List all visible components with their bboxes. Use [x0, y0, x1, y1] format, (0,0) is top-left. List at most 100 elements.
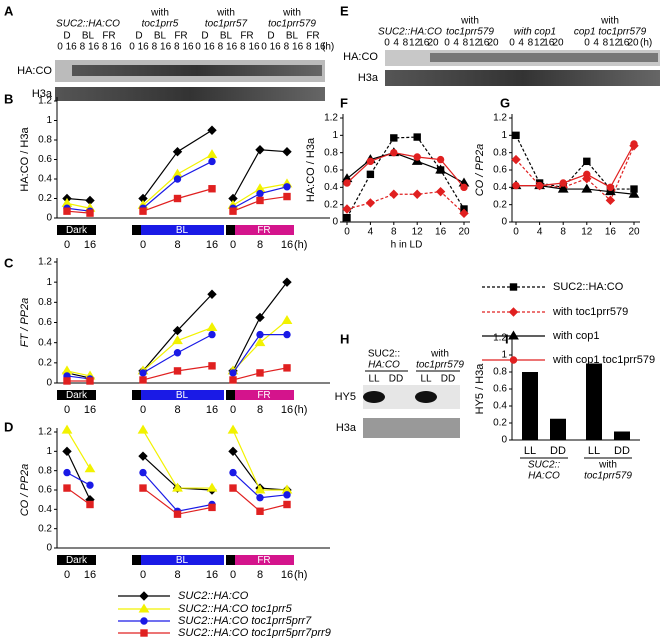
marker — [208, 503, 216, 512]
x-tick-label: 8 — [174, 404, 180, 416]
y-axis-label: HA:CO / H3a — [19, 127, 31, 192]
x-tick-label: 16 — [281, 239, 293, 251]
marker — [413, 133, 421, 141]
y-tick-label: 0.2 — [493, 418, 507, 429]
marker — [208, 330, 216, 339]
y-tick-label: 0.2 — [324, 199, 338, 210]
marker — [256, 196, 264, 205]
condition-label: Dark — [66, 390, 88, 401]
genotype-label: SUC2::HA:CO — [56, 19, 120, 30]
lane-label: 16 — [160, 42, 172, 53]
bar — [522, 372, 538, 440]
panel-label: E — [340, 3, 349, 18]
x-tick-label: 12 — [581, 227, 593, 238]
lane-label: 20 — [552, 38, 564, 49]
group-label: with — [598, 460, 617, 471]
genotype-label: with — [600, 16, 619, 27]
y-tick-label: 0.8 — [38, 135, 52, 146]
marker — [256, 369, 264, 377]
x-axis-label: h in LD — [391, 240, 423, 251]
series-line — [66, 207, 91, 212]
marker — [283, 491, 291, 499]
marker — [509, 356, 518, 364]
y-tick-label: 0.4 — [493, 182, 507, 193]
marker — [628, 188, 640, 198]
x-tick-label: 0 — [64, 404, 70, 416]
genotype-label: with — [460, 16, 479, 27]
genotype-label: toc1prr579 — [416, 360, 464, 371]
y-tick-label: 0.8 — [493, 367, 507, 378]
lane-group-label: FR — [102, 31, 115, 42]
panel-label: D — [4, 419, 13, 434]
lane-label: 0 — [129, 42, 135, 53]
bar — [614, 431, 630, 440]
x-tick-label: 20 — [628, 227, 640, 238]
row-label: HA:CO — [17, 65, 52, 77]
marker — [511, 154, 521, 165]
condition-label: FR — [257, 390, 270, 401]
series-line — [66, 210, 91, 214]
y-tick-label: 1.2 — [38, 96, 52, 107]
lane-label: 8 — [603, 38, 609, 49]
series-line — [346, 136, 465, 218]
marker — [436, 155, 445, 164]
marker — [390, 134, 398, 142]
genotype-label: cop1 toc1prr579 — [574, 27, 647, 38]
row-label: H3a — [32, 88, 53, 100]
x-tick-label: 8 — [257, 239, 263, 251]
marker — [173, 510, 182, 518]
blot-band — [430, 53, 658, 62]
marker — [282, 277, 292, 287]
dark-segment — [226, 555, 235, 565]
condition-label: FR — [257, 555, 270, 566]
panel-label: B — [4, 91, 13, 106]
marker — [229, 468, 237, 477]
series-line — [346, 191, 465, 214]
lane-label: 20 — [427, 38, 439, 49]
marker — [139, 468, 147, 477]
y-tick-label: 0.8 — [38, 465, 52, 476]
marker — [139, 376, 147, 384]
marker — [173, 194, 182, 203]
x-tick-label: 0 — [64, 239, 70, 251]
x-tick-label: 16 — [435, 227, 447, 238]
marker — [139, 484, 147, 492]
marker — [229, 369, 237, 377]
y-tick-label: 0.6 — [38, 485, 52, 496]
dark-segment — [132, 225, 141, 235]
unit-label: (h) — [640, 38, 652, 49]
marker — [256, 494, 264, 502]
marker — [557, 183, 569, 193]
lane-label: LL — [368, 374, 380, 385]
marker — [460, 183, 468, 192]
lane-label: 16 — [270, 42, 282, 53]
panel-label: C — [4, 255, 14, 270]
y-tick-label: 0.4 — [38, 174, 52, 185]
lane-group-label: D — [201, 31, 208, 42]
y-axis-label: CO / PP2a — [474, 144, 486, 197]
marker — [208, 185, 216, 193]
marker — [172, 482, 183, 492]
series-line — [232, 429, 287, 491]
y-tick-label: 1 — [501, 130, 507, 141]
x-tick-label: 12 — [412, 227, 424, 238]
lane-label: 8 — [403, 38, 409, 49]
marker — [366, 170, 375, 179]
lane-label: 8 — [102, 42, 108, 53]
legend-label: with toc1prr579 — [552, 306, 628, 318]
lane-label: 0 — [384, 38, 390, 49]
marker — [509, 283, 518, 291]
x-tick-label: 16 — [281, 569, 293, 581]
y-tick-label: 0.4 — [493, 401, 507, 412]
group-label: HA:CO — [528, 471, 560, 482]
y-tick-label: 1.2 — [38, 257, 52, 268]
series-line — [515, 135, 634, 190]
condition-box — [57, 555, 96, 565]
x-tick-label: 16 — [206, 404, 218, 416]
x-tick-label: 0 — [230, 239, 236, 251]
marker — [435, 164, 446, 174]
legend-label: SUC2::HA:CO — [553, 281, 624, 293]
x-tick-label: 16 — [206, 569, 218, 581]
